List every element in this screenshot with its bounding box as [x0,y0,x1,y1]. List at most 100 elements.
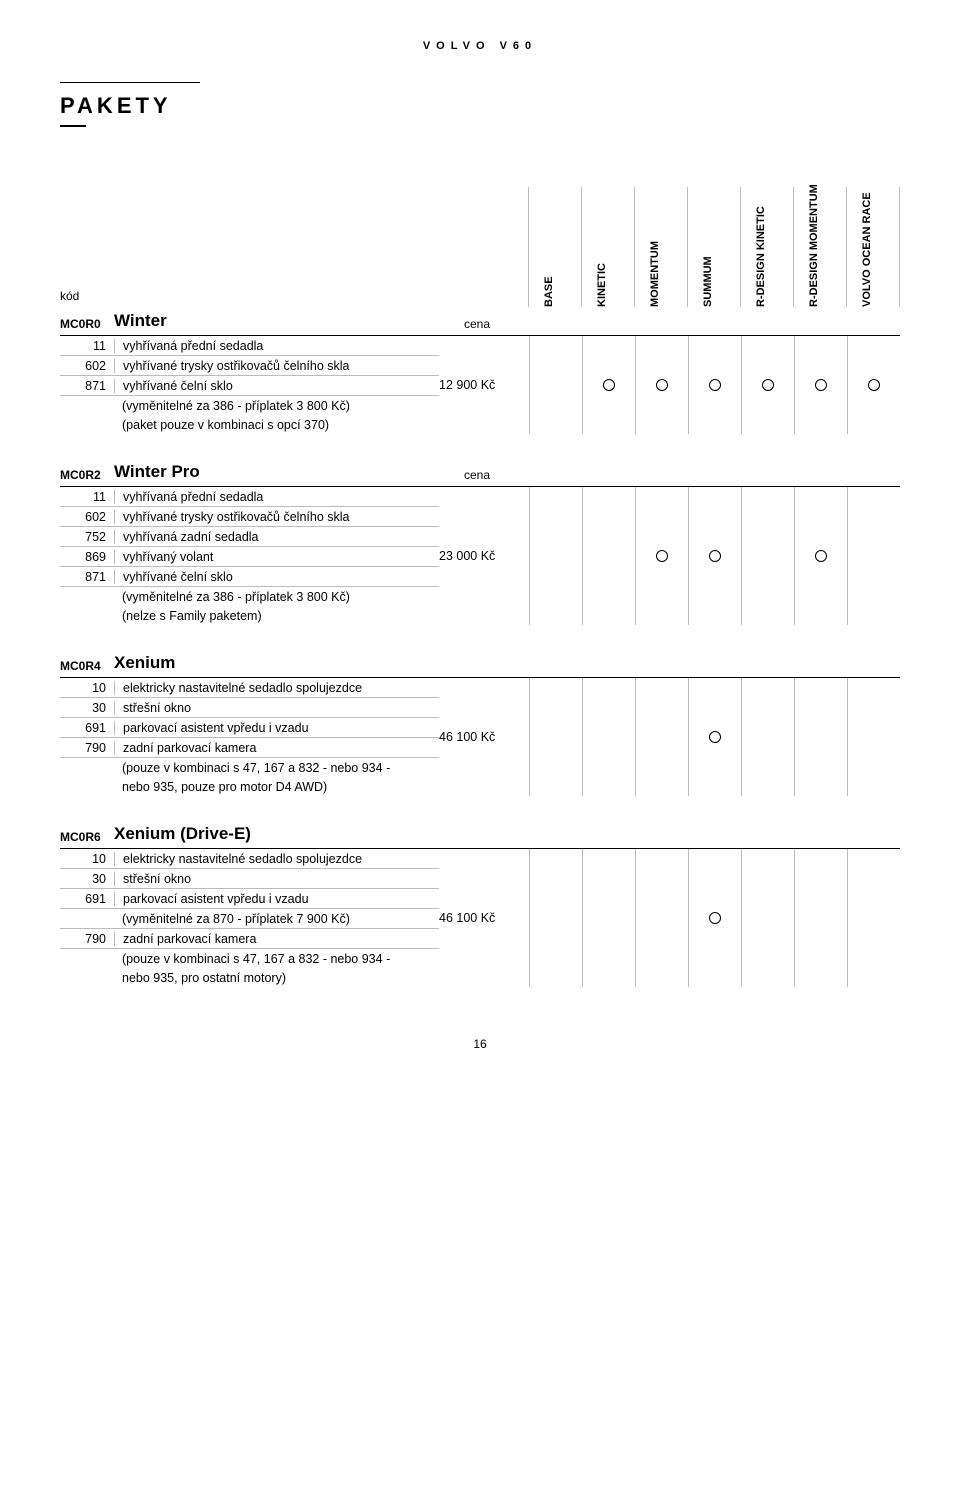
feature-code: 869 [60,550,115,564]
feature-row: 871vyhřívané čelní sklo [60,567,439,587]
available-icon [762,379,774,391]
availability-cell [742,678,795,796]
feature-row: 11vyhřívaná přední sedadla [60,336,439,356]
packages-table: kódBASEKINETICMOMENTUMSUMMUMR-DESIGN KIN… [60,187,900,987]
feature-code: 691 [60,721,115,735]
available-icon [709,912,721,924]
feature-row: 790zadní parkovací kamera [60,738,439,758]
feature-text: vyhřívaná přední sedadla [115,339,439,353]
package-price: 12 900 Kč [439,336,530,434]
availability-cell [583,678,636,796]
availability-cell [583,336,636,434]
feature-text: vyhřívané čelní sklo [115,570,439,584]
feature-code: 871 [60,570,115,584]
divider [60,82,200,83]
note-row: nebo 935, pouze pro motor D4 AWD) [60,777,439,796]
package-name: Winter Pro [114,462,464,482]
note-row: (vyměnitelné za 386 - příplatek 3 800 Kč… [60,396,439,415]
availability-cell [795,487,848,625]
note-text: (pouze v kombinaci s 47, 167 a 832 - neb… [114,952,439,966]
feature-code: 11 [60,490,115,504]
feature-row: 691parkovací asistent vpředu i vzadu [60,718,439,738]
feature-row: 790zadní parkovací kamera [60,929,439,949]
feature-code: 602 [60,510,115,524]
package-block: MC0R2Winter Procena11vyhřívaná přední se… [60,462,900,625]
availability-cell [848,336,900,434]
feature-code: 871 [60,379,115,393]
availability-cell [795,336,848,434]
feature-text: vyhřívané trysky ostřikovačů čelního skl… [115,510,439,524]
feature-row: 602vyhřívané trysky ostřikovačů čelního … [60,356,439,376]
feature-text: vyhřívaná zadní sedadla [115,530,439,544]
availability-cell [689,487,742,625]
availability-cell [742,849,795,987]
package-code: MC0R4 [60,659,114,673]
divider-small [60,125,86,127]
feature-code: 11 [60,339,115,353]
feature-code: 790 [60,932,115,946]
availability-cell [530,487,583,625]
feature-text: elektricky nastavitelné sedadlo spolujez… [115,852,439,866]
feature-code: 10 [60,681,115,695]
note-text: nebo 935, pro ostatní motory) [114,971,439,985]
availability-cell [636,849,689,987]
package-price: 23 000 Kč [439,487,530,625]
feature-text: střešní okno [115,872,439,886]
column-header: SUMMUM [702,256,714,307]
feature-text: střešní okno [115,701,439,715]
package-block: MC0R0Wintercena11vyhřívaná přední sedadl… [60,311,900,434]
note-row: (pouze v kombinaci s 47, 167 a 832 - neb… [60,758,439,777]
column-header: VOLVO OCEAN RACE [861,192,873,307]
feature-row: 30střešní okno [60,698,439,718]
feature-text: parkovací asistent vpředu i vzadu [115,721,439,735]
package-price: 46 100 Kč [439,849,530,987]
page-number: 16 [60,1037,900,1051]
available-icon [709,379,721,391]
availability-cell [583,849,636,987]
availability-cell [689,678,742,796]
availability-cell [530,678,583,796]
feature-code: 10 [60,852,115,866]
note-text: (paket pouze v kombinaci s opcí 370) [114,418,439,432]
availability-cell [689,336,742,434]
available-icon [815,550,827,562]
feature-text: vyhřívané čelní sklo [115,379,439,393]
note-row: (vyměnitelné za 386 - příplatek 3 800 Kč… [60,587,439,606]
available-icon [656,550,668,562]
availability-cell [795,849,848,987]
available-icon [815,379,827,391]
column-header: MOMENTUM [649,241,661,307]
availability-cell [636,678,689,796]
availability-cell [742,487,795,625]
feature-text: vyhřívaná přední sedadla [115,490,439,504]
column-header: R-DESIGN KINETIC [755,206,767,307]
availability-cell [848,849,900,987]
feature-row: 30střešní okno [60,869,439,889]
package-name: Winter [114,311,464,331]
code-header: kód [60,289,79,307]
package-block: MC0R6Xenium (Drive-E)10elektricky nastav… [60,824,900,987]
available-icon [868,379,880,391]
feature-row: 869vyhřívaný volant [60,547,439,567]
note-row: (paket pouze v kombinaci s opcí 370) [60,415,439,434]
feature-code: 691 [60,892,115,906]
availability-cell [530,336,583,434]
package-block: MC0R4Xenium 10elektricky nastavitelné sed… [60,653,900,796]
feature-row: (vyměnitelné za 870 - příplatek 7 900 Kč… [60,909,439,929]
feature-text: elektricky nastavitelné sedadlo spolujez… [115,681,439,695]
price-header: cena [464,317,554,331]
note-text: (vyměnitelné za 386 - příplatek 3 800 Kč… [114,399,439,413]
package-name: Xenium (Drive-E) [114,824,464,844]
brand-header: VOLVO V60 [60,40,900,52]
column-header: KINETIC [596,263,608,307]
availability-cell [848,678,900,796]
package-name: Xenium [114,653,464,673]
note-text: (vyměnitelné za 386 - příplatek 3 800 Kč… [114,590,439,604]
feature-text: vyhřívaný volant [115,550,439,564]
feature-text: zadní parkovací kamera [115,741,439,755]
note-text: (pouze v kombinaci s 47, 167 a 832 - neb… [114,761,439,775]
note-row: (pouze v kombinaci s 47, 167 a 832 - neb… [60,949,439,968]
feature-row: 11vyhřívaná přední sedadla [60,487,439,507]
availability-cell [848,487,900,625]
availability-cell [689,849,742,987]
